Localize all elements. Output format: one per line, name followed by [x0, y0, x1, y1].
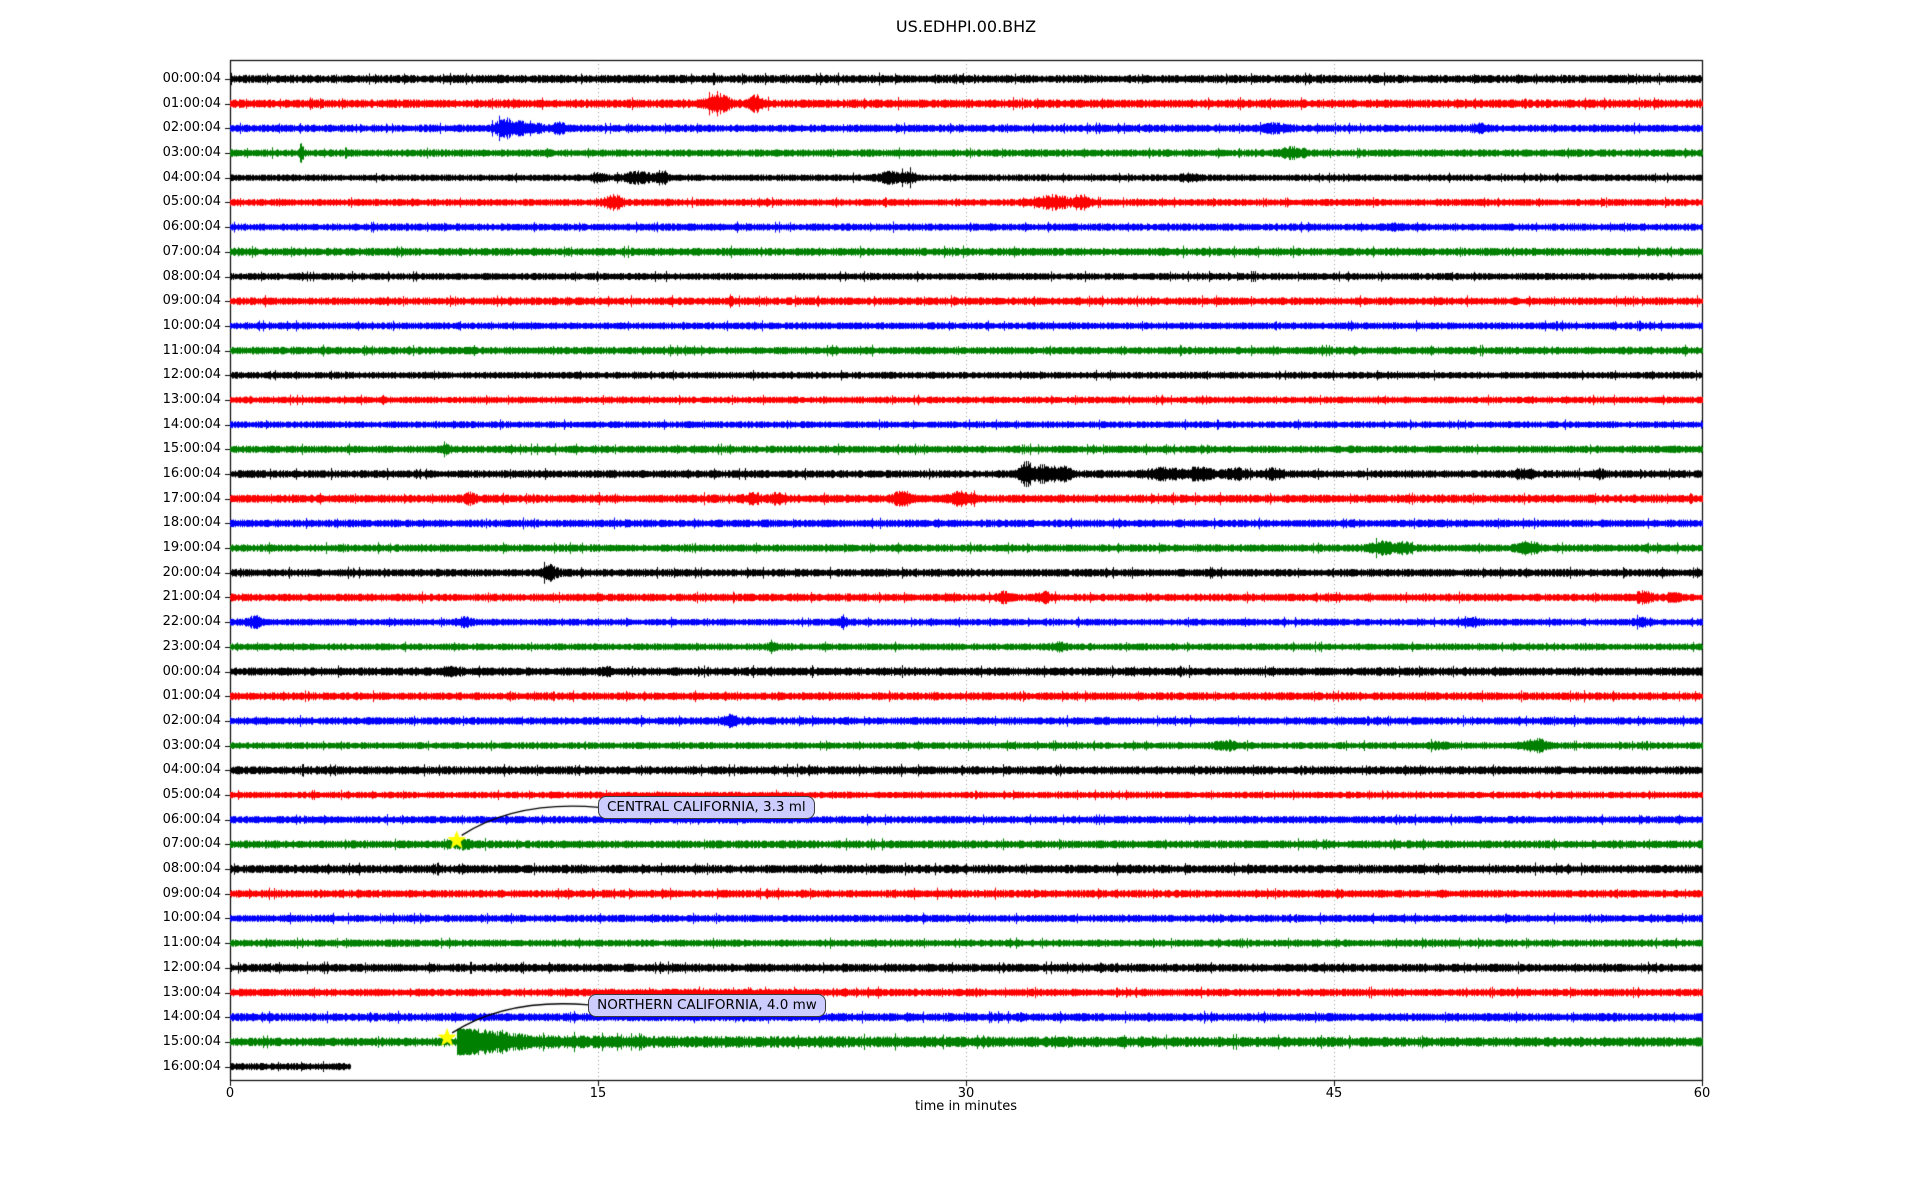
- row-time-label: 04:00:04: [162, 169, 221, 185]
- x-tick-label: 0: [225, 1086, 235, 1101]
- row-time-label: 20:00:04: [162, 564, 221, 580]
- x-axis-title: time in minutes: [914, 1099, 1018, 1114]
- row-time-label: 00:00:04: [162, 71, 221, 86]
- chart-title: US.EDHPI.00.BHZ: [895, 17, 1037, 36]
- row-time-label: 14:00:04: [162, 1009, 221, 1025]
- x-tick-label: 45: [1325, 1086, 1343, 1101]
- row-time-label: 06:00:04: [162, 219, 221, 235]
- row-time-label: 15:00:04: [162, 1033, 221, 1049]
- row-time-label: 21:00:04: [162, 589, 221, 605]
- annotation-northern-california: NORTHERN CALIFORNIA, 4.0 mw: [588, 993, 826, 1017]
- row-time-label: 12:00:04: [162, 959, 221, 975]
- row-time-label: 22:00:04: [162, 614, 221, 630]
- row-time-label: 09:00:04: [162, 885, 221, 901]
- row-time-label: 05:00:04: [162, 787, 221, 802]
- row-time-label: 03:00:04: [162, 145, 221, 161]
- row-time-label: 02:00:04: [162, 712, 221, 728]
- row-time-label: 07:00:04: [162, 243, 221, 259]
- row-time-label: 01:00:04: [162, 95, 221, 111]
- x-tick-label: 15: [589, 1086, 607, 1101]
- row-time-label: 23:00:04: [162, 638, 221, 654]
- row-time-label: 10:00:04: [162, 317, 221, 333]
- row-time-label: 09:00:04: [162, 293, 221, 309]
- row-time-label: 14:00:04: [162, 416, 221, 432]
- row-time-label: 12:00:04: [162, 367, 221, 383]
- row-time-label: 13:00:04: [162, 984, 221, 1000]
- row-time-label: 02:00:04: [162, 120, 221, 136]
- row-time-label: 01:00:04: [162, 688, 221, 704]
- row-time-label: 19:00:04: [162, 540, 221, 556]
- row-time-label: 00:00:04: [162, 663, 221, 679]
- row-time-label: 17:00:04: [162, 490, 221, 506]
- row-time-label: 18:00:04: [162, 515, 221, 531]
- row-time-label: 08:00:04: [162, 861, 221, 877]
- row-time-label: 16:00:04: [162, 466, 221, 482]
- row-time-label: 08:00:04: [162, 268, 221, 284]
- row-time-label: 10:00:04: [162, 910, 221, 926]
- row-time-label: 11:00:04: [162, 342, 221, 358]
- row-time-label: 11:00:04: [162, 935, 221, 951]
- row-time-label: 03:00:04: [162, 737, 221, 753]
- row-time-label: 04:00:04: [162, 762, 221, 778]
- row-time-label: 15:00:04: [162, 441, 221, 457]
- x-tick-label: 30: [957, 1086, 975, 1101]
- annotation-central-california: CENTRAL CALIFORNIA, 3.3 ml: [598, 796, 815, 820]
- row-time-label: 07:00:04: [162, 836, 221, 852]
- x-tick-label: 60: [1693, 1086, 1711, 1101]
- row-time-label: 13:00:04: [162, 391, 221, 407]
- row-time-label: 05:00:04: [162, 194, 221, 210]
- row-time-label: 06:00:04: [162, 811, 221, 827]
- row-time-label: 16:00:04: [162, 1058, 221, 1074]
